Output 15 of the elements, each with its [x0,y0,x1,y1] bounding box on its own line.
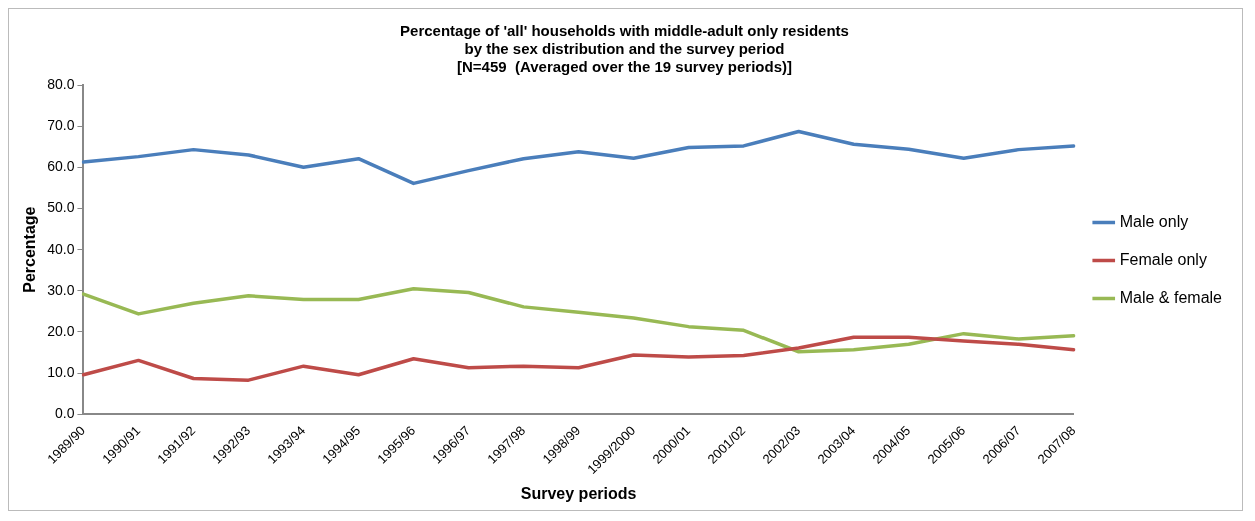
legend-label: Male only [1119,212,1189,230]
chart-title: Percentage of 'all' households with middle-adult only residents by the sex distribution and the survey period [N=459 (Averaged over the 19 survey periods)] [400,22,849,76]
y-tick-label: 30.0 [47,281,75,298]
y-tick-label: 50.0 [47,199,75,216]
legend-label: Female only [1119,250,1207,268]
y-axis-title: Percentage [21,206,39,293]
y-tick-label: 0.0 [54,405,75,422]
y-tick-label: 40.0 [47,240,75,257]
y-tick-label: 80.0 [47,75,75,92]
y-tick-label: 70.0 [47,117,75,134]
x-axis-title: Survey periods [520,484,637,502]
legend-label: Male & female [1119,288,1223,306]
y-tick-label: 10.0 [47,364,75,381]
y-tick-label: 60.0 [47,158,75,175]
y-tick-label: 20.0 [47,322,75,339]
